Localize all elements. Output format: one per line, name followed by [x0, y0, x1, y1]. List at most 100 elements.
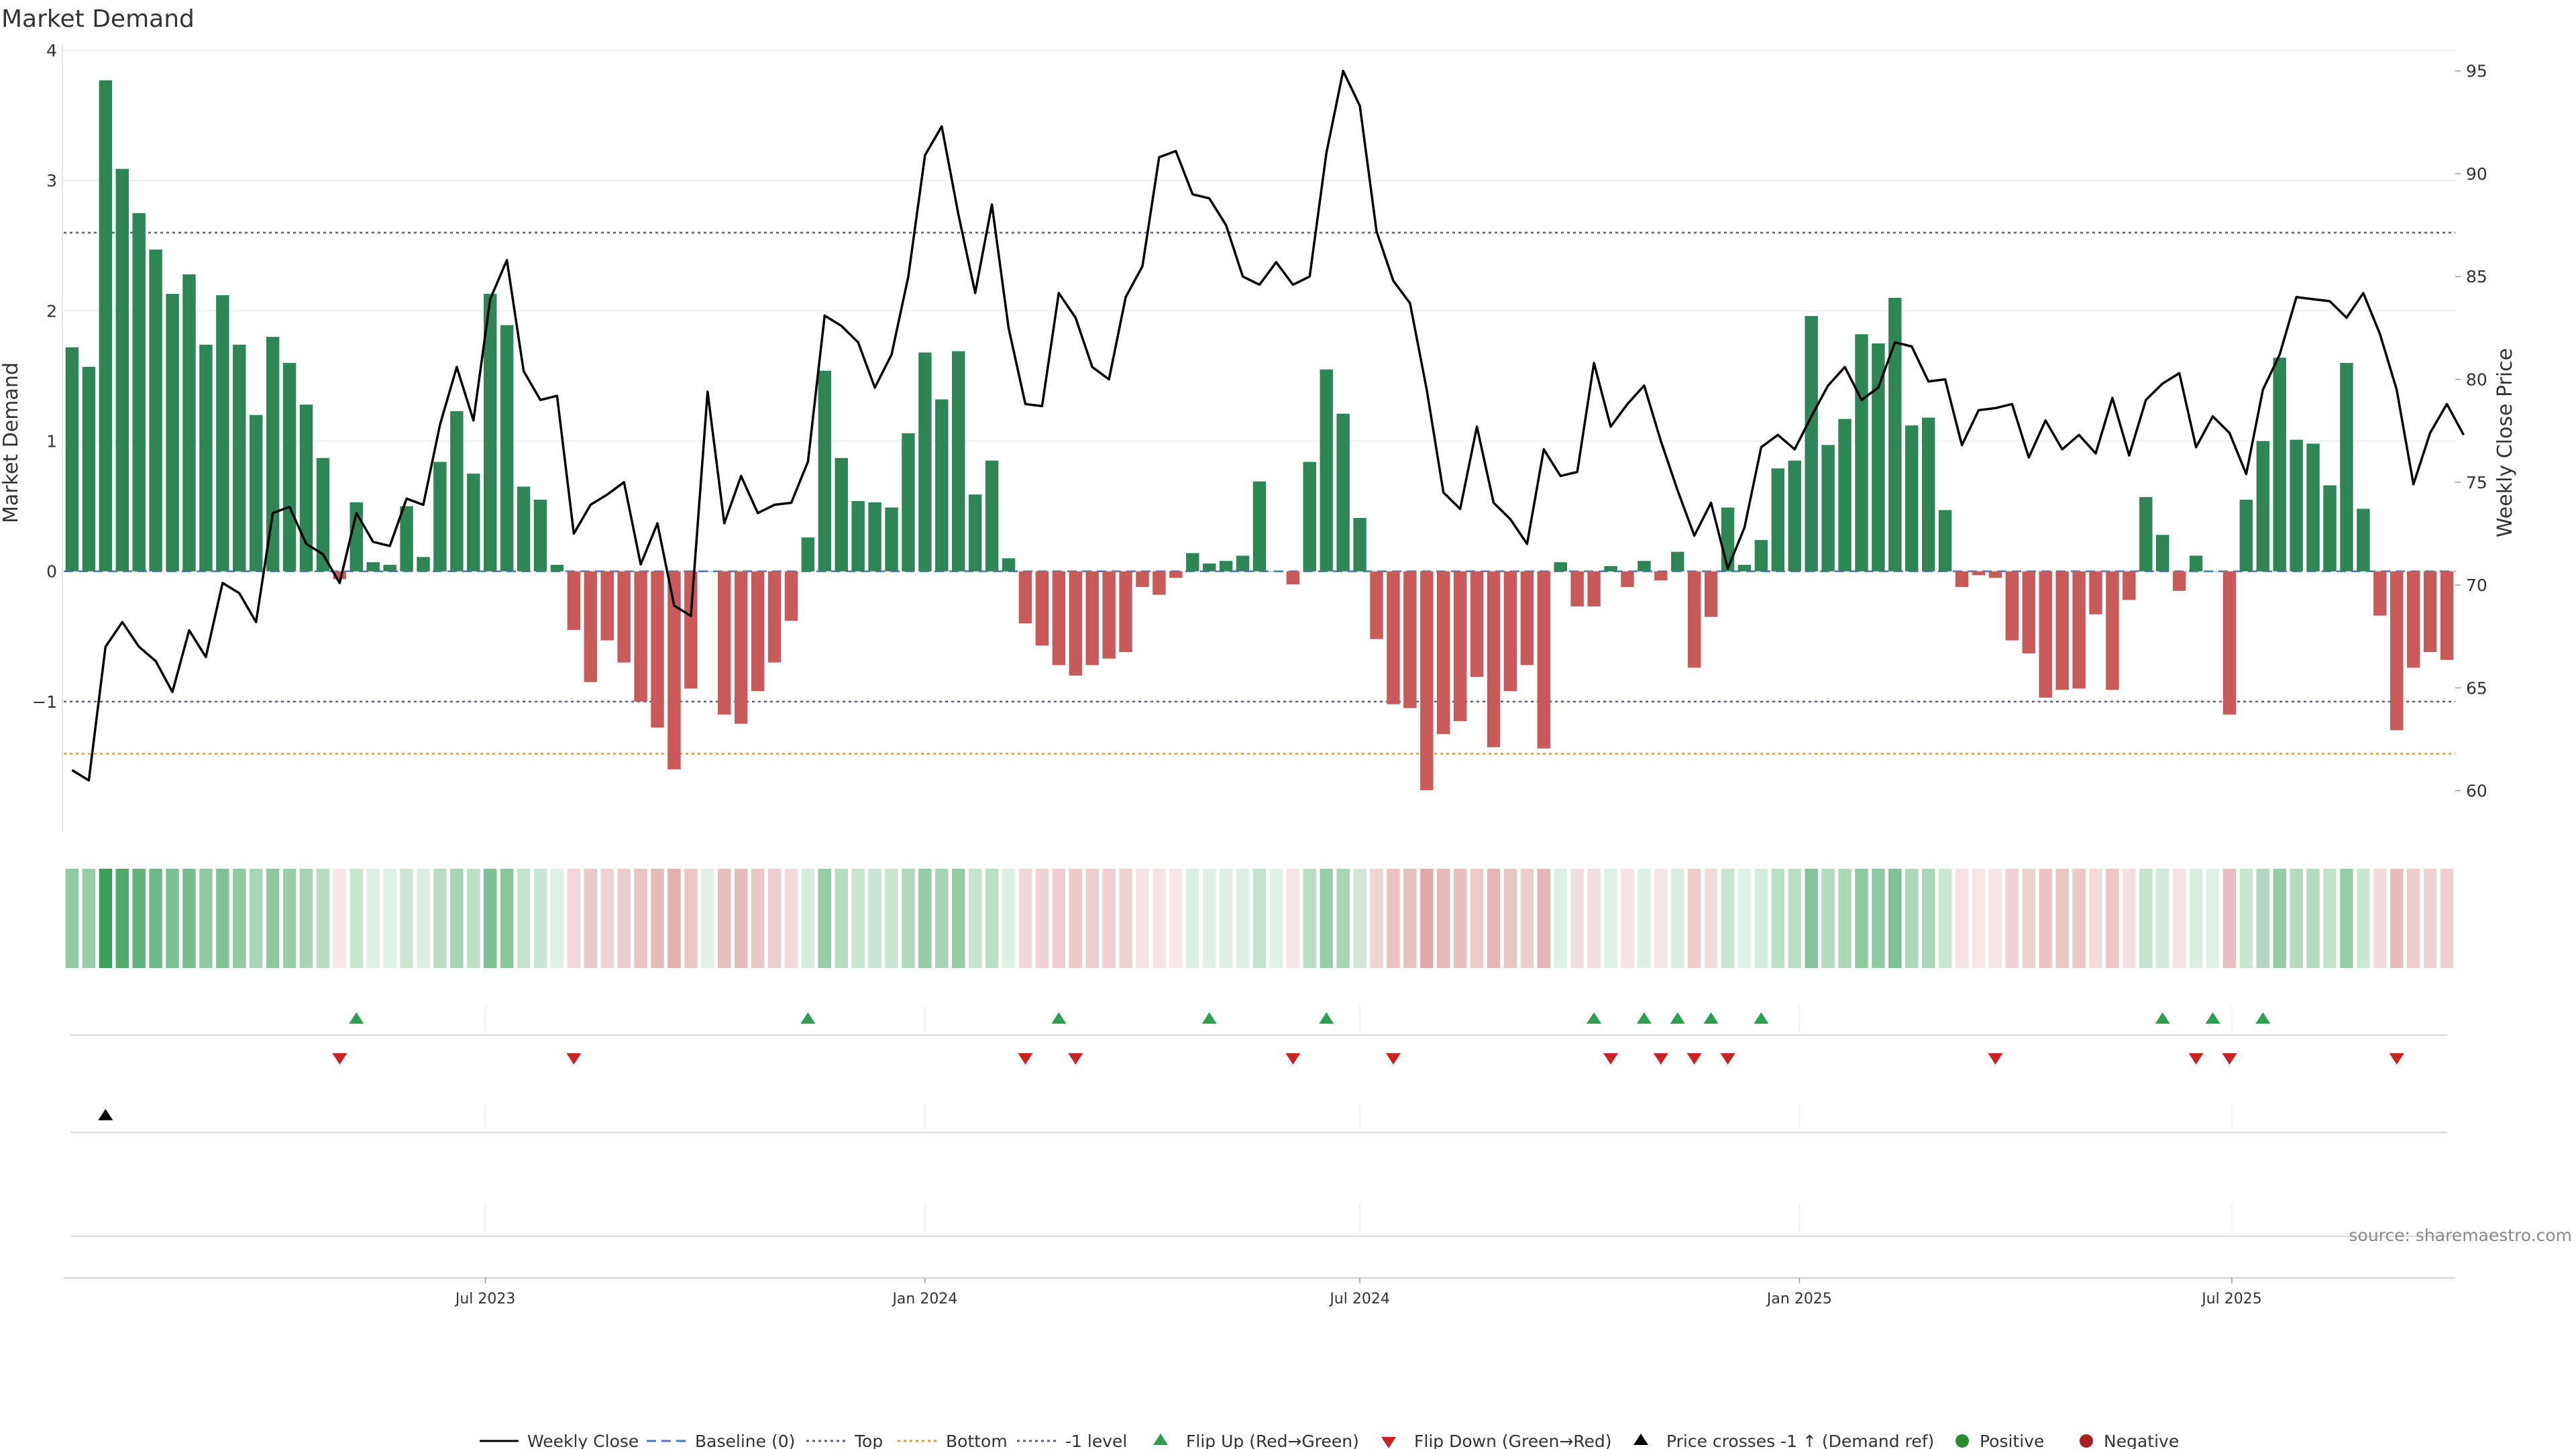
- demand-bar: [1202, 564, 1216, 572]
- demand-bar: [684, 571, 698, 689]
- demand-bar: [1002, 558, 1016, 572]
- legend-label-positive: Positive: [1980, 1432, 2044, 1449]
- heat-cell: [935, 869, 949, 968]
- demand-bar: [1286, 571, 1300, 585]
- demand-bar: [1136, 571, 1149, 587]
- demand-bar: [1186, 553, 1199, 572]
- heat-cell: [1437, 869, 1450, 968]
- heat-cell: [902, 869, 915, 968]
- demand-bar: [1069, 571, 1082, 676]
- demand-bar: [1654, 571, 1668, 581]
- heat-cell: [1537, 869, 1551, 968]
- demand-heat-strip: [65, 869, 2454, 968]
- heat-cell: [885, 869, 898, 968]
- price-line-group: [71, 69, 2465, 782]
- heat-cell: [1336, 869, 1350, 968]
- demand-bar: [2406, 571, 2420, 668]
- heat-cell: [1119, 869, 1132, 968]
- heat-cell: [1487, 869, 1501, 968]
- flip-down-marker: [1603, 1053, 1619, 1065]
- right-y-axis-label: Weekly Close Price: [2493, 348, 2517, 537]
- demand-bar: [1420, 571, 1434, 790]
- demand-bar: [282, 363, 297, 572]
- legend-label-flip-down: Flip Down (Green→Red): [1414, 1432, 1612, 1449]
- demand-bar: [1152, 571, 1166, 595]
- heat-cell: [684, 869, 698, 968]
- right-tick-label: 85: [2466, 267, 2487, 286]
- heat-cell: [2306, 869, 2320, 968]
- heat-cell: [1721, 869, 1735, 968]
- demand-bar: [835, 458, 848, 572]
- left-tick-label: 3: [46, 171, 57, 191]
- heat-cell: [1638, 869, 1651, 968]
- demand-bar: [316, 458, 330, 572]
- right-y-axis: 95 90 85 80 75 70 65 60: [2455, 62, 2487, 801]
- demand-bar: [952, 351, 965, 572]
- heat-cell: [2172, 869, 2186, 968]
- demand-bar: [2022, 571, 2036, 653]
- heat-cell: [2373, 869, 2387, 968]
- demand-bar: [767, 571, 782, 663]
- heat-cell: [718, 869, 731, 968]
- heat-cell: [1754, 869, 1768, 968]
- demand-bar: [2189, 555, 2203, 572]
- heat-cell: [1202, 869, 1216, 968]
- demand-bar: [1052, 571, 1066, 665]
- demand-bar: [166, 294, 179, 572]
- demand-bar: [149, 250, 162, 572]
- demand-bar: [1453, 571, 1467, 721]
- flip-down-marker: [1018, 1053, 1033, 1065]
- demand-bar: [1018, 571, 1032, 624]
- demand-bar: [500, 325, 514, 572]
- heat-cell: [667, 869, 681, 968]
- flip-down-marker: [1285, 1053, 1301, 1065]
- right-tick-label: 80: [2466, 370, 2487, 390]
- demand-bar: [2222, 571, 2237, 715]
- flip-up-marker: [2255, 1012, 2271, 1024]
- demand-bar: [634, 571, 647, 702]
- heat-cell: [968, 869, 982, 968]
- heat-cell: [985, 869, 999, 968]
- demand-bar: [2005, 571, 2019, 641]
- source-note: source: sharemaestro.com: [2349, 1226, 2573, 1245]
- left-tick-label: 4: [46, 41, 57, 60]
- heat-cell: [383, 869, 396, 968]
- demand-bar: [2072, 571, 2086, 689]
- heat-cell: [1219, 869, 1233, 968]
- heat-cell: [483, 869, 497, 968]
- demand-bar: [1988, 571, 2002, 578]
- x-tick-label: Jul 2023: [454, 1291, 516, 1307]
- heat-cell: [282, 869, 297, 968]
- heat-cell: [734, 869, 748, 968]
- heat-cell: [2222, 869, 2237, 968]
- demand-bar: [902, 433, 915, 572]
- demand-bar: [99, 80, 113, 572]
- flip-down-marker: [2389, 1053, 2404, 1065]
- flip-down-marker-icon: [1381, 1437, 1396, 1448]
- demand-bar: [1737, 564, 1752, 572]
- demand-bar: [2290, 439, 2303, 572]
- heat-cell: [99, 869, 113, 968]
- demand-bar: [584, 571, 598, 682]
- demand-bar: [182, 274, 196, 572]
- demand-bar: [718, 571, 731, 715]
- demand-bar: [2139, 496, 2153, 572]
- heat-cell: [1955, 869, 1969, 968]
- flip-down-marker: [1686, 1053, 1702, 1065]
- heat-cell: [784, 869, 798, 968]
- heat-cell: [1320, 869, 1333, 968]
- demand-bar: [1236, 555, 1250, 572]
- heat-cell: [1387, 869, 1400, 968]
- demand-bar: [1855, 334, 1868, 572]
- demand-bar: [417, 557, 430, 572]
- price-cross-marker-icon: [1633, 1434, 1648, 1445]
- demand-bar: [1704, 571, 1718, 617]
- heat-cell: [2022, 869, 2036, 968]
- demand-bar: [2089, 571, 2102, 614]
- demand-bar: [1537, 571, 1551, 749]
- heat-cell: [2089, 869, 2102, 968]
- heat-cell: [2039, 869, 2052, 968]
- flip-down-marker: [1068, 1053, 1083, 1065]
- price-cross-marker: [98, 1109, 113, 1120]
- heat-cell: [1888, 869, 1902, 968]
